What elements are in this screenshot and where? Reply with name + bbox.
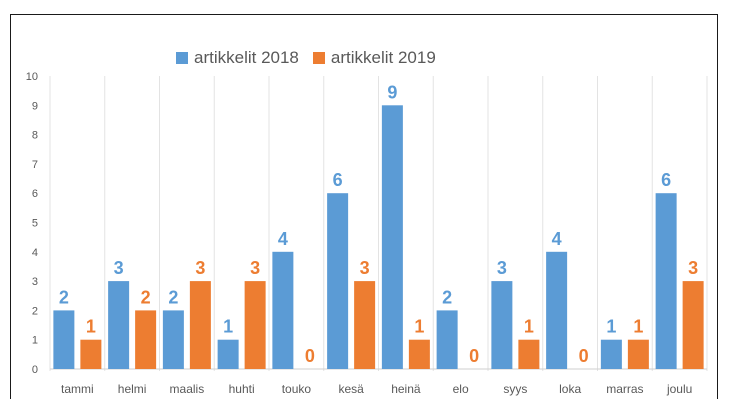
bar-2018 bbox=[436, 310, 458, 369]
legend-item-2018: artikkelit 2018 bbox=[176, 48, 299, 68]
data-label-2019: 1 bbox=[633, 317, 643, 337]
y-tick-label: 10 bbox=[26, 71, 38, 83]
data-label-2018: 6 bbox=[333, 170, 343, 190]
bar-2019 bbox=[135, 310, 157, 369]
data-label-2018: 2 bbox=[168, 287, 178, 307]
x-tick-label: marras bbox=[606, 382, 643, 396]
x-tick-label: helmi bbox=[118, 382, 147, 396]
x-tick-label: syys bbox=[503, 382, 527, 396]
bar-2019 bbox=[682, 281, 704, 369]
data-label-2018: 9 bbox=[387, 82, 397, 102]
y-tick-label: 0 bbox=[32, 364, 38, 376]
x-tick-label: elo bbox=[453, 382, 469, 396]
legend: artikkelit 2018 artikkelit 2019 bbox=[176, 46, 436, 70]
data-label-2018: 2 bbox=[442, 287, 452, 307]
x-tick-label: huhti bbox=[229, 382, 255, 396]
legend-swatch-2019 bbox=[312, 52, 325, 64]
bar-2019 bbox=[244, 281, 266, 369]
data-label-2019: 1 bbox=[86, 317, 96, 337]
data-label-2019: 0 bbox=[469, 346, 479, 366]
y-tick-label: 7 bbox=[32, 159, 38, 171]
legend-label-2019: artikkelit 2019 bbox=[330, 48, 436, 67]
bar-2019 bbox=[354, 281, 376, 369]
y-tick-label: 3 bbox=[32, 276, 38, 288]
bar-2018 bbox=[600, 339, 622, 369]
legend-label-2018: artikkelit 2018 bbox=[194, 48, 299, 67]
data-label-2018: 4 bbox=[552, 229, 562, 249]
y-tick-label: 2 bbox=[32, 305, 38, 317]
x-tick-label: joulu bbox=[666, 382, 692, 396]
bar-2019 bbox=[627, 339, 649, 369]
y-tick-label: 6 bbox=[32, 188, 38, 200]
bar-2018 bbox=[162, 310, 184, 369]
data-label-2018: 4 bbox=[278, 229, 288, 249]
legend-swatch-2018 bbox=[176, 52, 188, 64]
bar-2018 bbox=[272, 251, 294, 369]
y-tick-label: 8 bbox=[32, 130, 38, 142]
bar-2018 bbox=[491, 281, 513, 369]
bar-2018 bbox=[327, 193, 349, 369]
x-tick-label: touko bbox=[282, 382, 312, 396]
x-tick-label: tammi bbox=[61, 382, 94, 396]
bar-2018 bbox=[53, 310, 75, 369]
bar-2018 bbox=[108, 281, 130, 369]
data-label-2019: 1 bbox=[414, 317, 424, 337]
data-label-2018: 6 bbox=[661, 170, 671, 190]
bar-2019 bbox=[80, 339, 102, 369]
y-tick-label: 9 bbox=[32, 100, 38, 112]
data-label-2018: 1 bbox=[606, 317, 616, 337]
data-label-2019: 3 bbox=[688, 258, 698, 278]
x-tick-label: kesä bbox=[338, 382, 364, 396]
x-tick-label: loka bbox=[559, 382, 581, 396]
data-label-2019: 3 bbox=[250, 258, 260, 278]
y-tick-label: 1 bbox=[32, 335, 38, 347]
bar-2018 bbox=[381, 105, 403, 370]
y-tick-label: 4 bbox=[32, 247, 38, 259]
bar-2019 bbox=[189, 281, 211, 369]
data-label-2019: 3 bbox=[195, 258, 205, 278]
x-tick-label: maalis bbox=[170, 382, 205, 396]
x-tick-label: heinä bbox=[391, 382, 421, 396]
data-label-2018: 3 bbox=[114, 258, 124, 278]
bar-2019 bbox=[518, 339, 540, 369]
bar-2019 bbox=[408, 339, 430, 369]
bar-2018 bbox=[217, 339, 239, 369]
data-label-2018: 3 bbox=[497, 258, 507, 278]
data-label-2019: 3 bbox=[360, 258, 370, 278]
legend-item-2019: artikkelit 2019 bbox=[312, 48, 436, 68]
data-label-2018: 1 bbox=[223, 317, 233, 337]
data-label-2019: 1 bbox=[524, 317, 534, 337]
y-tick-label: 5 bbox=[32, 218, 38, 230]
data-label-2019: 0 bbox=[305, 346, 315, 366]
data-label-2019: 2 bbox=[141, 287, 151, 307]
bar-2018 bbox=[546, 251, 568, 369]
bar-2018 bbox=[655, 193, 677, 369]
data-label-2018: 2 bbox=[59, 287, 69, 307]
data-label-2019: 0 bbox=[579, 346, 589, 366]
